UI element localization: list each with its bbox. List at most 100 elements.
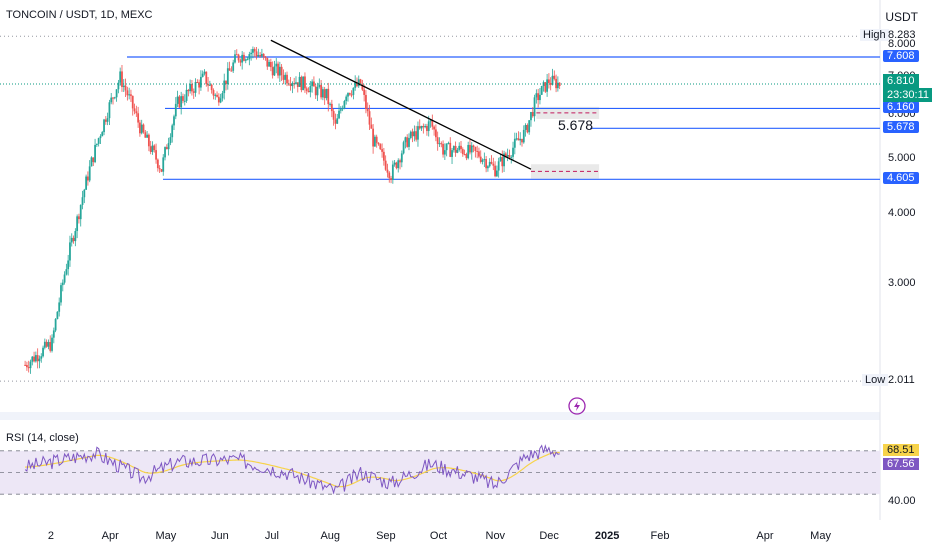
time-axis-label: 2025 <box>594 530 620 542</box>
candle-body <box>246 59 249 61</box>
candle-body <box>119 71 122 83</box>
candle-body <box>230 70 233 72</box>
time-axis-label: Apr <box>756 530 774 542</box>
candle-body <box>469 144 471 153</box>
level-price-label: 7.608 <box>883 50 919 62</box>
candle-body <box>112 97 114 99</box>
candle-body <box>241 54 244 63</box>
candle-body <box>38 358 41 362</box>
candle-body <box>341 108 344 110</box>
candle-body <box>531 112 534 117</box>
chart-title: TONCOIN / USDT, 1D, MEXC <box>6 9 153 21</box>
candle-body <box>429 120 432 122</box>
candle-body <box>78 216 80 220</box>
candle-body <box>384 160 387 170</box>
candle-body <box>438 143 441 145</box>
candle-body <box>250 52 253 55</box>
candle-body <box>76 216 79 232</box>
candle-body <box>235 54 238 56</box>
candle-body <box>269 61 272 68</box>
candle-body <box>433 126 436 130</box>
time-axis-label: May <box>810 530 831 542</box>
candle-body <box>124 85 127 91</box>
candle-body <box>85 176 88 190</box>
candle-body <box>200 76 202 88</box>
zone-1 <box>530 164 600 179</box>
candle-body <box>70 237 73 243</box>
candle-body <box>189 83 192 92</box>
candle-body <box>307 90 310 93</box>
candle-body <box>415 131 418 140</box>
candle-body <box>198 82 201 88</box>
time-axis-label: 2 <box>47 530 54 542</box>
candle-body <box>40 356 43 359</box>
candle-body <box>460 145 462 150</box>
candle-body <box>146 134 148 138</box>
candle-body <box>147 134 150 147</box>
candle-body <box>456 149 459 153</box>
candle-body <box>45 341 48 347</box>
candle-body <box>361 84 364 90</box>
candle-body <box>282 75 285 80</box>
candle-body <box>164 147 166 158</box>
candle-body <box>79 204 82 220</box>
candle-body <box>60 285 62 303</box>
candle-body <box>88 166 91 181</box>
candle-body <box>339 109 342 111</box>
candle-body <box>548 79 550 84</box>
candle-body <box>257 55 260 57</box>
candle-body <box>113 97 116 99</box>
candle-body <box>232 62 235 71</box>
candle-body <box>104 119 107 122</box>
candle-body <box>243 54 245 61</box>
candle-body <box>420 125 423 129</box>
rsi-tick-label: 40.00 <box>888 495 916 508</box>
candle-body <box>58 302 61 312</box>
candle-body <box>427 121 430 132</box>
candle-body <box>65 269 68 275</box>
candle-body <box>34 355 37 362</box>
candle-body <box>284 74 287 80</box>
candle-body <box>234 54 236 63</box>
candle-body <box>408 137 410 147</box>
candle-body <box>216 94 218 97</box>
candle-body <box>142 124 145 133</box>
candle-body <box>108 102 111 119</box>
rsi-value-badge: 68.51 <box>883 444 919 457</box>
candle-body <box>225 80 227 85</box>
candle-body <box>488 161 491 167</box>
candle-body <box>201 73 204 77</box>
candle-body <box>519 138 522 141</box>
time-axis-label: Sep <box>376 530 396 542</box>
candle-body <box>424 126 427 128</box>
candle-body <box>540 86 543 95</box>
candle-body <box>54 319 57 331</box>
candle-body <box>90 157 93 167</box>
candle-body <box>72 237 75 242</box>
time-axis-label: May <box>155 530 177 542</box>
candle-body <box>354 82 357 88</box>
candle-body <box>391 164 394 180</box>
candle-body <box>169 137 172 144</box>
candle-body <box>526 124 529 133</box>
candle-body <box>26 365 28 368</box>
candle-body <box>499 157 502 162</box>
candle-body <box>382 151 385 161</box>
candle-body <box>467 144 470 159</box>
candle-body <box>381 149 383 152</box>
candle-body <box>490 161 493 164</box>
candle-body <box>33 356 35 362</box>
candle-body <box>207 84 209 86</box>
candle-body <box>495 170 498 177</box>
candle-body <box>370 124 373 129</box>
candle-body <box>551 75 554 85</box>
candle-body <box>295 82 297 84</box>
candle-body <box>368 111 371 125</box>
candle-body <box>506 155 509 157</box>
candle-body <box>443 150 446 155</box>
countdown-badge: 23:30:11 <box>883 88 932 102</box>
candle-body <box>388 172 391 179</box>
candle-body <box>314 86 317 96</box>
candle-body <box>101 132 104 137</box>
candle-body <box>156 159 159 169</box>
